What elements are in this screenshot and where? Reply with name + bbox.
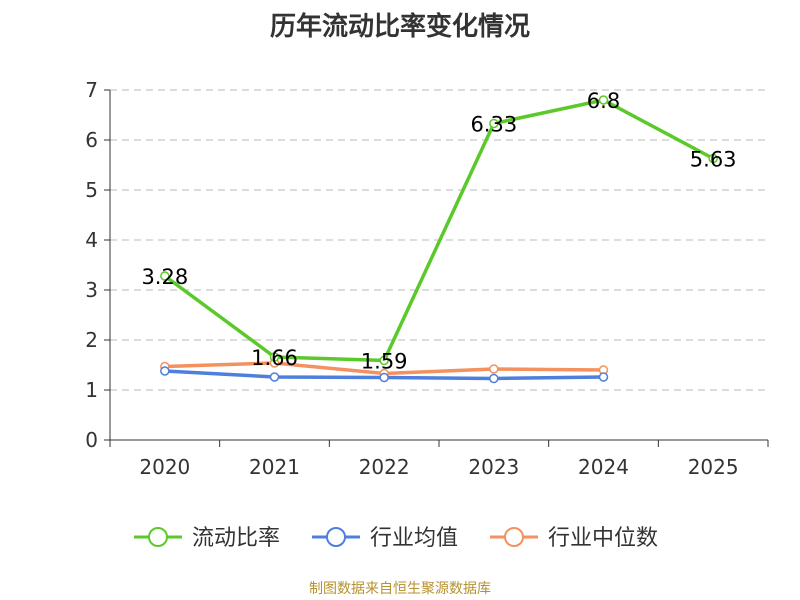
- data-labels: 3.28 1.66 1.59 6.33 6.8 5.63: [141, 89, 736, 374]
- data-point: [269, 372, 280, 382]
- x-tick-label: 2024: [578, 455, 629, 479]
- data-point: [598, 95, 609, 105]
- legend-label: 行业均值: [370, 526, 458, 551]
- legend-swatch-marker: [504, 527, 524, 547]
- y-tick-label: 4: [85, 228, 98, 252]
- data-point: [489, 118, 499, 129]
- legend: 流动比率 行业均值 行业中位数: [134, 526, 658, 551]
- data-point: [379, 372, 389, 383]
- y-tick-label: 6: [85, 128, 98, 152]
- data-point: [160, 366, 170, 376]
- y-tick-label: 5: [85, 178, 98, 202]
- y-tick-label: 7: [85, 78, 98, 102]
- y-tick-label: 2: [85, 328, 98, 352]
- series-line: [163, 98, 714, 363]
- y-tick-label: 0: [85, 428, 98, 452]
- data-point: [269, 352, 280, 362]
- data-label: 6.8: [587, 89, 620, 113]
- y-tick-label: 1: [85, 378, 98, 402]
- legend-swatch-marker: [148, 527, 168, 547]
- x-tick-label: 2025: [688, 455, 739, 479]
- axes: 0 1 2 3 4 5 6 7 2020 2021 2022 2023 2024 2025: [85, 78, 769, 479]
- legend-swatch-marker: [326, 527, 346, 547]
- source-note: 制图数据来自恒生聚源数据库: [309, 581, 491, 597]
- legend-label: 行业中位数: [548, 526, 658, 551]
- chart-title: 历年流动比率变化情况: [269, 12, 530, 42]
- data-point: [489, 373, 499, 384]
- x-tick-label: 2020: [139, 455, 190, 479]
- data-point: [379, 355, 389, 366]
- data-point: [489, 364, 499, 374]
- x-tick-label: 2022: [359, 455, 410, 479]
- x-tick-label: 2021: [249, 455, 300, 479]
- data-label: 3.28: [141, 265, 188, 289]
- series-lines: [160, 95, 718, 384]
- data-label: 1.66: [251, 346, 298, 370]
- x-tick-label: 2023: [468, 455, 519, 479]
- data-point: [708, 153, 718, 164]
- data-label: 1.59: [361, 350, 408, 374]
- legend-label: 流动比率: [192, 526, 280, 551]
- y-tick-label: 3: [85, 278, 98, 302]
- data-label: 5.63: [690, 148, 737, 172]
- data-point: [160, 271, 170, 281]
- data-label: 6.33: [470, 113, 517, 137]
- data-point: [598, 372, 609, 382]
